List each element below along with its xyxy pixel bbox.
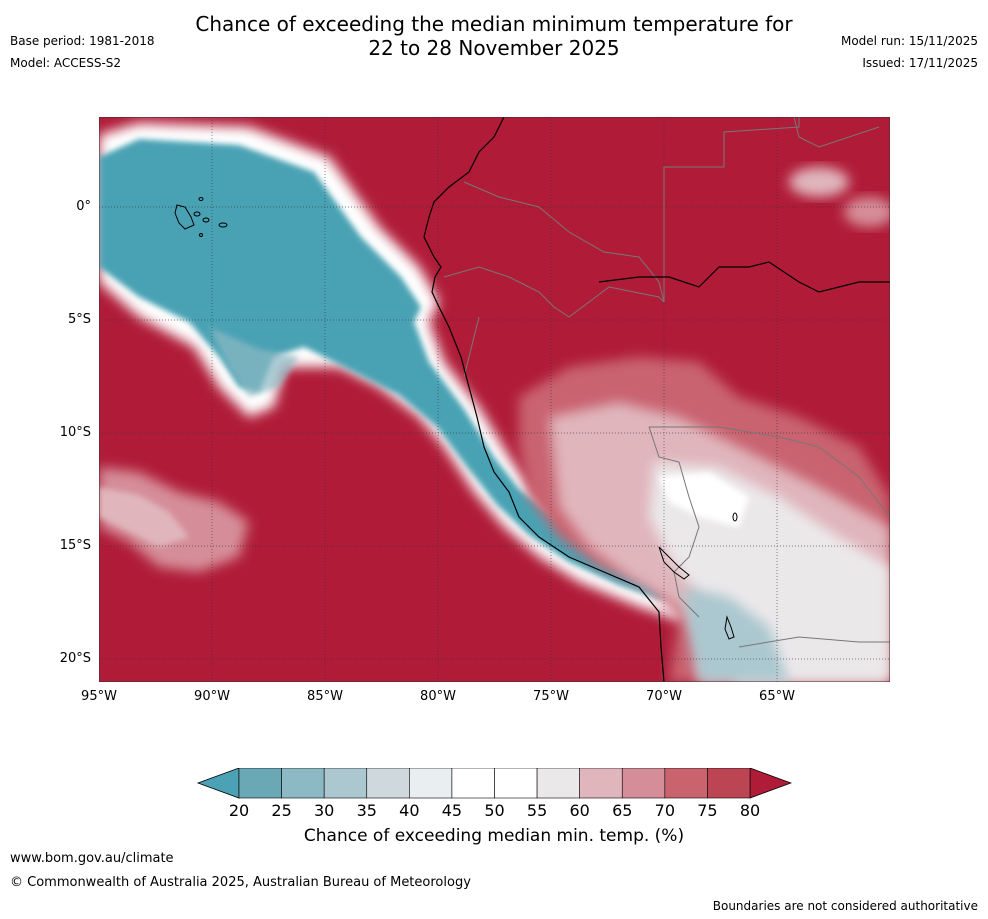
colorbar-bin xyxy=(707,767,751,799)
band-fringe xyxy=(209,327,299,397)
lat-label-0: 0° xyxy=(76,199,91,214)
low-probability-band xyxy=(99,139,677,599)
footer-copyright: © Commonwealth of Australia 2025, Austra… xyxy=(10,875,471,890)
title-line-2: 22 to 28 November 2025 xyxy=(368,36,620,60)
colorbar-bin xyxy=(409,767,453,799)
galapagos-islands xyxy=(174,197,228,237)
colorbar-bin xyxy=(621,767,666,799)
colorbar-tick-label: 50 xyxy=(484,801,505,820)
model-run: Model run: 15/11/2025 xyxy=(840,34,978,48)
chart-title: Chance of exceeding the median minimum t… xyxy=(0,12,988,60)
colorbar-bin xyxy=(366,767,410,799)
lat-label-20s: 20°S xyxy=(59,651,91,666)
colorbar-title: Chance of exceeding median min. temp. (%… xyxy=(303,826,685,846)
colorbar-tick-label: 75 xyxy=(697,801,718,820)
lat-label-5s: 5°S xyxy=(67,312,91,327)
southwest-light-patch xyxy=(99,487,189,547)
northeast-pink-spot xyxy=(789,167,849,197)
colorbar-tick-label: 45 xyxy=(441,801,463,820)
colorbar-svg xyxy=(196,767,793,799)
colorbar-bin xyxy=(238,767,282,799)
colorbar-tick-label: 55 xyxy=(526,801,548,820)
colorbar-tick-label: 60 xyxy=(569,801,590,820)
lon-label-75w: 75°W xyxy=(533,689,569,704)
colorbar-tick-label: 70 xyxy=(654,801,675,820)
lon-label-80w: 80°W xyxy=(420,689,456,704)
colorbar-bin xyxy=(281,767,325,799)
east-pale-blue-region xyxy=(684,587,789,682)
colorbar-tick-label: 40 xyxy=(399,801,420,820)
footer-disclaimer: Boundaries are not considered authoritat… xyxy=(712,899,978,913)
colorbar-tick-label: 20 xyxy=(228,801,250,820)
map-svg xyxy=(99,117,890,682)
lat-label-15s: 15°S xyxy=(59,538,91,553)
colorbar-tick-label: 35 xyxy=(356,801,377,820)
lon-label-70w: 70°W xyxy=(646,689,682,704)
lon-label-90w: 90°W xyxy=(194,689,230,704)
colorbar-tick-label: 25 xyxy=(271,801,292,820)
colorbar-bin xyxy=(494,767,538,799)
meta-left: Base period: 1981-2018 Model: ACCESS-S2 xyxy=(10,30,155,74)
colorbar-tick-label: 65 xyxy=(612,801,633,820)
lon-label-65w: 65°W xyxy=(759,689,795,704)
colorbar-bin xyxy=(451,767,495,799)
colorbar-tick-label: 30 xyxy=(313,801,335,820)
forecast-map xyxy=(99,117,890,682)
amazon-coast xyxy=(598,261,890,293)
lake-titicaca xyxy=(658,512,738,640)
lon-label-95w: 95°W xyxy=(81,689,117,704)
base-period: Base period: 1981-2018 xyxy=(10,34,155,48)
lon-label-85w: 85°W xyxy=(307,689,343,704)
colorbar-bin xyxy=(536,767,580,799)
northeast-pink-spot-2 xyxy=(844,197,890,227)
coastline xyxy=(423,117,665,682)
colorbar-bin xyxy=(323,767,368,799)
colorbar xyxy=(196,767,793,801)
lat-label-10s: 10°S xyxy=(59,425,91,440)
east-white-spot xyxy=(659,472,749,527)
issued-date: Issued: 17/11/2025 xyxy=(862,56,978,70)
title-line-1: Chance of exceeding the median minimum t… xyxy=(195,12,793,36)
colorbar-low-extend xyxy=(196,767,240,799)
graticule xyxy=(99,117,890,682)
meta-right: Model run: 15/11/2025 Issued: 17/11/2025 xyxy=(841,30,978,74)
colorbar-bin xyxy=(664,767,708,799)
colorbar-tick-label: 80 xyxy=(739,801,761,820)
model-name: Model: ACCESS-S2 xyxy=(10,56,122,70)
footer-url[interactable]: www.bom.gov.au/climate xyxy=(10,851,174,866)
colorbar-high-extend xyxy=(749,767,793,799)
colorbar-bin xyxy=(579,767,623,799)
country-borders xyxy=(443,117,890,648)
